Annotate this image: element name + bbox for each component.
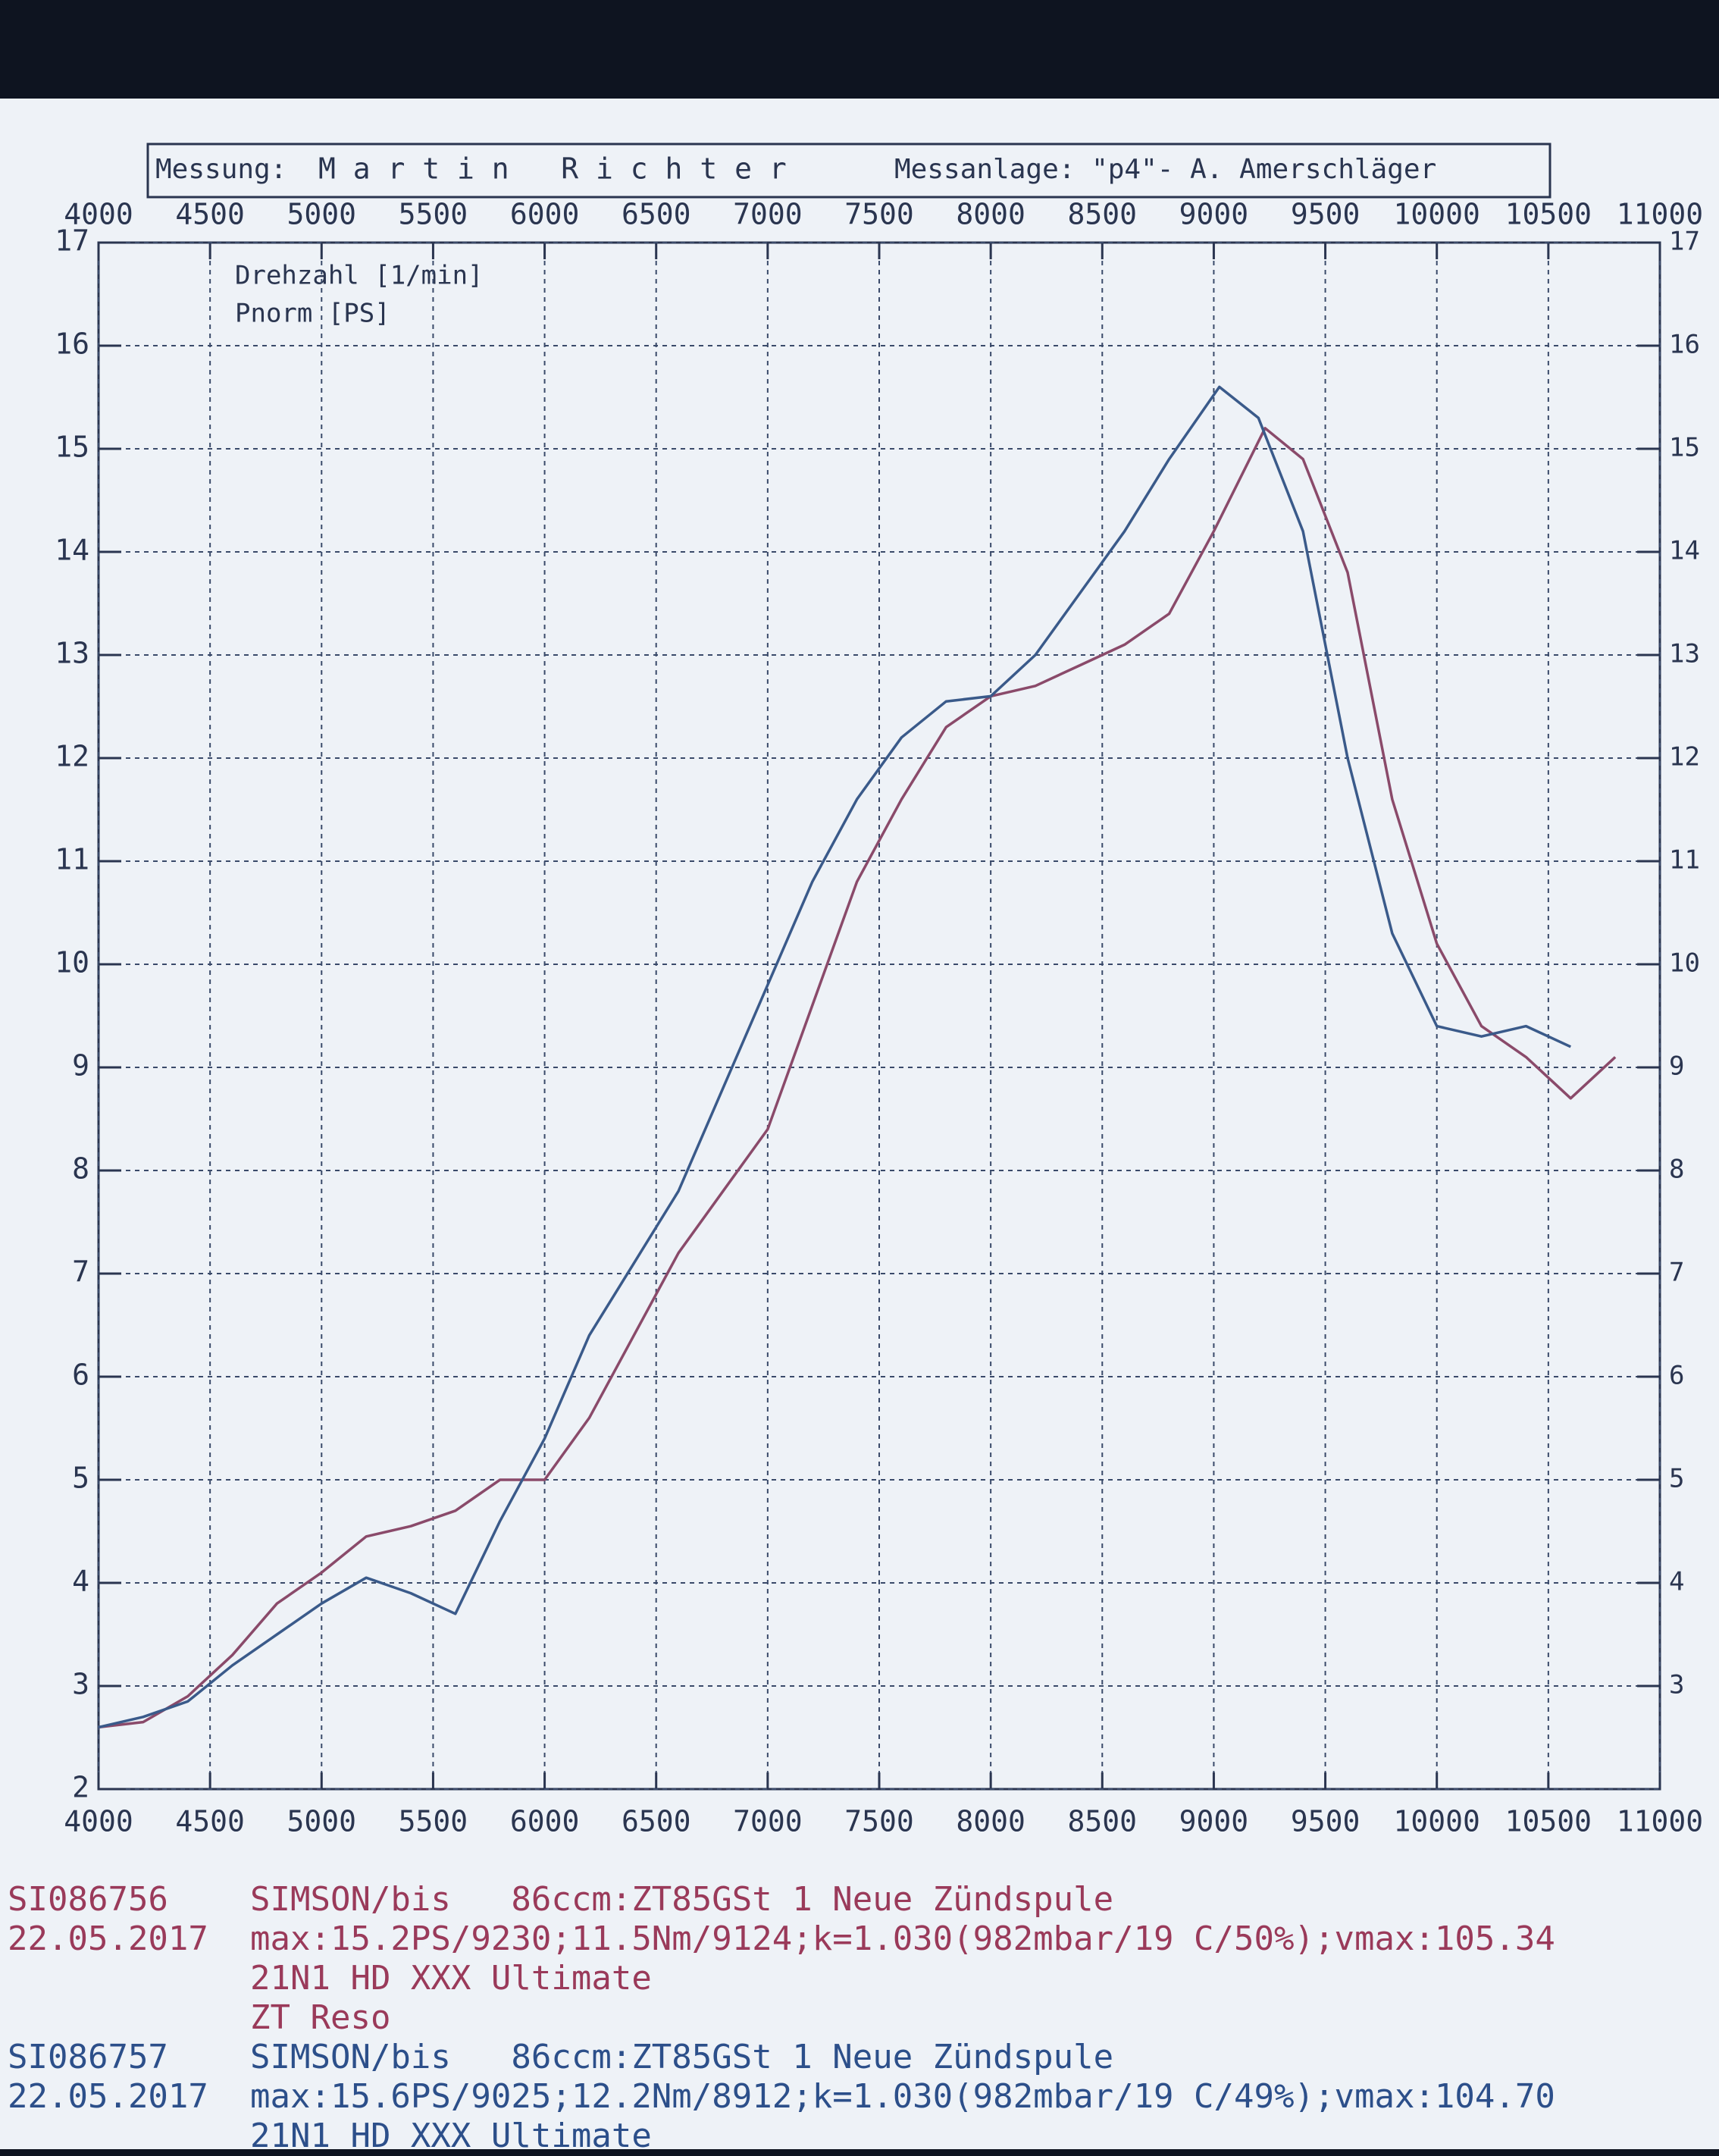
x-tick-label-top: 5000: [287, 198, 357, 231]
x-tick-label: 8500: [1068, 1805, 1138, 1838]
y2-tick-label: 4: [1669, 1567, 1684, 1597]
x-tick-label-top: 10000: [1394, 198, 1480, 231]
y2-tick-label: 15: [1669, 433, 1700, 463]
header-name: M a r t i n R i c h t e r: [318, 152, 787, 186]
y-tick-label: 4: [72, 1565, 89, 1598]
x-tick-label-top: 8000: [956, 198, 1025, 231]
y-tick-label: 3: [72, 1668, 89, 1701]
x-tick-label: 7000: [733, 1805, 803, 1838]
record-id: SI086757: [8, 2038, 168, 2076]
x-tick-label: 5000: [287, 1805, 357, 1838]
record: SI086756 SIMSON/bis 86ccm:ZT85GSt 1 Neue …: [8, 1880, 1713, 2038]
power-curve: [98, 385, 1572, 1729]
x-tick-label: 5500: [399, 1805, 468, 1838]
record-id: SI086756: [8, 1880, 168, 1919]
y-tick-label: 2: [72, 1771, 89, 1804]
record-line: ZT Reso: [250, 1998, 391, 2037]
x-tick-label: 9500: [1291, 1805, 1360, 1838]
y2-tick-label: 12: [1669, 742, 1700, 772]
x-tick-label: 10000: [1394, 1805, 1480, 1838]
x-tick-label: 6000: [510, 1805, 580, 1838]
y-tick-label: 15: [55, 431, 89, 464]
y-tick-label: 13: [55, 637, 89, 670]
y-axis-label: Pnorm [PS]: [235, 299, 390, 329]
spacer: [8, 2117, 250, 2156]
x-tick-label: 4500: [175, 1805, 245, 1838]
x-tick-label-top: 4500: [175, 198, 245, 231]
y-tick-label: 16: [55, 327, 89, 361]
x-tick-label-top: 5500: [399, 198, 468, 231]
y2-tick-label: 9: [1669, 1051, 1684, 1082]
record-line: SIMSON/bis 86ccm:ZT85GSt 1 Neue Zündspul…: [250, 1880, 1114, 1919]
record-line: max:15.2PS/9230;11.5Nm/9124;k=1.030(982m…: [250, 1919, 1555, 1958]
y-tick-label: 7: [72, 1255, 89, 1289]
y-tick-label: 11: [55, 843, 89, 876]
y2-tick-label: 10: [1669, 948, 1700, 979]
y2-tick-label: 8: [1669, 1155, 1684, 1185]
x-axis-label: Drehzahl [1/min]: [235, 261, 484, 291]
spacer: [8, 1998, 250, 2038]
y-tick-label: 17: [55, 224, 89, 258]
power-curve: [98, 427, 1617, 1729]
x-tick-label: 4000: [64, 1805, 133, 1838]
record-date: 22.05.2017: [8, 2077, 208, 2116]
spacer: [8, 1959, 250, 1998]
y-tick-label: 5: [72, 1462, 89, 1495]
y-tick-label: 12: [55, 740, 89, 773]
header-system: Messanlage: "p4"- A. Amerschläger: [894, 154, 1436, 185]
x-tick-label-top: 10500: [1505, 198, 1592, 231]
x-tick-label-top: 11000: [1617, 198, 1703, 231]
record-line: max:15.6PS/9025;12.2Nm/8912;k=1.030(982m…: [250, 2077, 1555, 2116]
y2-tick-label: 11: [1669, 845, 1700, 876]
x-tick-label-top: 8500: [1068, 198, 1138, 231]
x-tick-label: 7500: [844, 1805, 914, 1838]
y-tick-label: 14: [55, 534, 89, 567]
paper: [0, 99, 1719, 2149]
x-tick-label-top: 7500: [844, 198, 914, 231]
x-tick-label: 8000: [956, 1805, 1025, 1838]
x-tick-label-top: 6000: [510, 198, 580, 231]
x-tick-label-top: 9000: [1179, 198, 1249, 231]
y2-tick-label: 14: [1669, 536, 1700, 566]
record-line: SIMSON/bis 86ccm:ZT85GSt 1 Neue Zündspul…: [250, 2038, 1114, 2076]
record-line: 21N1 HD XXX Ultimate: [250, 2117, 652, 2155]
footer: SI086756 SIMSON/bis 86ccm:ZT85GSt 1 Neue …: [8, 1880, 1713, 2156]
x-tick-label: 6500: [622, 1805, 691, 1838]
x-tick-label-top: 9500: [1291, 198, 1360, 231]
y-tick-label: 9: [72, 1049, 89, 1083]
y2-tick-label: 5: [1669, 1464, 1684, 1494]
y2-tick-label: 6: [1669, 1361, 1684, 1391]
y2-tick-label: 13: [1669, 639, 1700, 669]
y2-tick-label: 17: [1669, 227, 1700, 257]
record-date: 22.05.2017: [8, 1919, 208, 1958]
header-box: [146, 143, 1551, 199]
y-tick-label: 8: [72, 1152, 89, 1186]
y-tick-label: 10: [55, 946, 89, 979]
x-tick-label: 11000: [1617, 1805, 1703, 1838]
record: SI086757 SIMSON/bis 86ccm:ZT85GSt 1 Neue …: [8, 2038, 1713, 2156]
x-tick-label-top: 7000: [733, 198, 803, 231]
y2-tick-label: 16: [1669, 330, 1700, 360]
y2-tick-label: 3: [1669, 1670, 1684, 1700]
record-line: 21N1 HD XXX Ultimate: [250, 1959, 652, 1998]
header-label: Messung:: [155, 154, 286, 185]
y2-tick-label: 7: [1669, 1258, 1684, 1288]
x-tick-label-top: 4000: [64, 198, 133, 231]
x-tick-label: 10500: [1505, 1805, 1592, 1838]
x-tick-label: 9000: [1179, 1805, 1249, 1838]
x-tick-label-top: 6500: [622, 198, 691, 231]
y-tick-label: 6: [72, 1358, 89, 1392]
